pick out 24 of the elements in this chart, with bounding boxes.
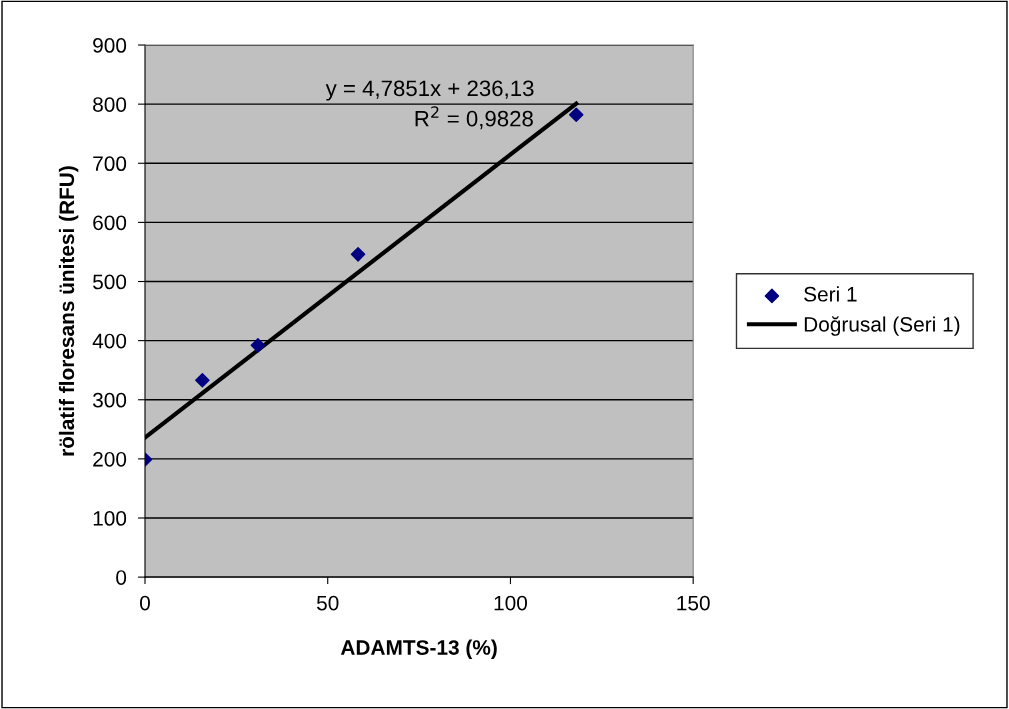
annotation: y = 4,7851x + 236,13 (325, 80, 534, 101)
y-axis-title: rölatif floresans ünitesi (RFU) (58, 166, 79, 456)
y-tick-label: 0 (116, 570, 127, 585)
y-tick-label: 700 (93, 156, 127, 172)
y-tick-label: 500 (93, 274, 127, 290)
x-tick-label: 0 (140, 595, 150, 611)
y-tick-label: 300 (92, 392, 127, 408)
y-tick-label: 900 (93, 38, 127, 53)
legend-label: Seri 1 (804, 286, 857, 302)
point (350, 247, 366, 262)
point (250, 338, 266, 353)
x-tick-label: 100 (494, 595, 528, 611)
point (195, 372, 210, 388)
x-tick-label: 150 (677, 595, 710, 611)
y-tick-label: 800 (93, 97, 127, 112)
annotation: R$^{2}$ = 0,9828 (415, 106, 533, 130)
y-tick-label: 200 (93, 451, 127, 467)
y-tick-label: 100 (93, 511, 127, 526)
y-tick-label: 600 (93, 215, 127, 231)
x-tick-label: 50 (316, 595, 339, 611)
legend-label: Doğrusal (Seri 1) (804, 316, 960, 336)
x-axis-title: ADAMTS-13 (%) (340, 639, 497, 660)
point (568, 107, 584, 123)
y-tick-label: 400 (92, 333, 127, 349)
